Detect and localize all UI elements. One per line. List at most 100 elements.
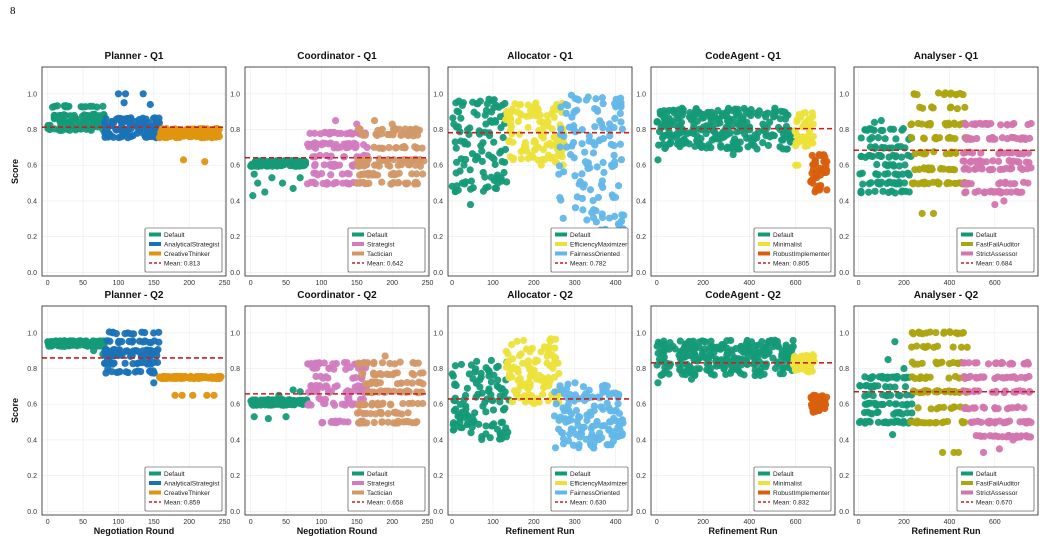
y-tick-label: 1.0 bbox=[27, 330, 37, 337]
x-tick-label: 250 bbox=[422, 280, 434, 287]
y-tick-label: 0.4 bbox=[839, 198, 849, 205]
data-point bbox=[179, 156, 188, 164]
data-point bbox=[865, 180, 873, 188]
legend-label: Mean: 0.630 bbox=[570, 500, 607, 507]
data-point bbox=[597, 181, 606, 189]
data-point bbox=[861, 153, 870, 161]
x-tick-label: 0 bbox=[655, 519, 659, 526]
data-point bbox=[994, 157, 1003, 165]
data-point bbox=[135, 337, 144, 345]
data-point bbox=[490, 138, 498, 146]
data-point bbox=[137, 352, 145, 361]
data-point bbox=[591, 104, 599, 113]
data-point bbox=[723, 337, 731, 345]
data-point bbox=[571, 172, 579, 180]
data-point bbox=[457, 114, 465, 122]
data-point bbox=[617, 98, 625, 107]
data-point bbox=[384, 130, 392, 139]
data-point bbox=[254, 179, 262, 187]
data-point bbox=[762, 360, 771, 368]
data-point bbox=[381, 352, 389, 360]
data-point bbox=[333, 161, 341, 170]
data-point bbox=[266, 401, 274, 409]
data-point bbox=[823, 393, 831, 401]
y-tick-label: 0.2 bbox=[839, 473, 849, 480]
y-tick-label: 0.0 bbox=[27, 270, 37, 277]
data-point bbox=[590, 433, 598, 441]
data-point bbox=[307, 401, 315, 409]
data-point bbox=[106, 337, 114, 345]
data-point bbox=[1002, 433, 1011, 441]
data-point bbox=[535, 371, 543, 379]
data-point bbox=[84, 341, 92, 349]
data-point bbox=[899, 419, 907, 427]
legend: Default EfficiencyMaximizer FairnessOrient… bbox=[550, 227, 629, 273]
data-point bbox=[599, 158, 607, 167]
data-point bbox=[521, 138, 529, 147]
data-point bbox=[146, 367, 154, 375]
y-tick-label: 0.0 bbox=[839, 509, 849, 516]
data-point bbox=[351, 383, 359, 391]
data-point bbox=[784, 111, 792, 119]
data-point bbox=[120, 99, 128, 107]
y-tick-label: 0.6 bbox=[636, 402, 646, 409]
data-point bbox=[873, 160, 881, 169]
data-point bbox=[370, 418, 378, 427]
data-point bbox=[115, 339, 123, 347]
panel-title: Coordinator - Q2 bbox=[297, 290, 377, 301]
data-point bbox=[45, 341, 53, 349]
data-point bbox=[394, 417, 402, 425]
data-point bbox=[516, 394, 524, 402]
data-point bbox=[353, 409, 362, 417]
data-point bbox=[566, 415, 574, 423]
data-point bbox=[551, 444, 560, 452]
data-point bbox=[269, 158, 277, 166]
data-point bbox=[310, 178, 318, 186]
data-point bbox=[986, 188, 994, 196]
data-point bbox=[874, 134, 882, 142]
data-point bbox=[687, 375, 696, 383]
data-point bbox=[515, 130, 524, 138]
data-point bbox=[353, 179, 361, 187]
data-point bbox=[678, 111, 686, 119]
data-point bbox=[498, 158, 506, 166]
data-point bbox=[575, 444, 583, 452]
data-point bbox=[592, 95, 600, 103]
data-point bbox=[399, 399, 407, 408]
data-point bbox=[65, 338, 73, 346]
x-tick-label: 100 bbox=[316, 280, 328, 287]
data-point bbox=[365, 169, 373, 177]
data-point bbox=[966, 372, 974, 381]
data-point bbox=[892, 135, 900, 143]
data-point bbox=[1023, 433, 1031, 441]
x-tick-label: 200 bbox=[697, 280, 709, 287]
data-point bbox=[945, 360, 953, 368]
data-point bbox=[864, 188, 873, 196]
data-point bbox=[359, 359, 367, 367]
data-point bbox=[578, 126, 586, 134]
legend-swatch bbox=[555, 490, 567, 495]
data-point bbox=[798, 352, 806, 360]
data-point bbox=[370, 370, 378, 378]
panel-title: Planner - Q2 bbox=[105, 290, 164, 301]
data-point bbox=[788, 346, 796, 354]
data-point bbox=[953, 105, 961, 113]
data-point bbox=[180, 128, 188, 137]
data-point bbox=[358, 370, 366, 378]
data-point bbox=[589, 196, 597, 205]
y-tick-label: 1.0 bbox=[27, 91, 37, 98]
data-point bbox=[874, 151, 882, 160]
data-point bbox=[338, 170, 346, 178]
data-point bbox=[516, 374, 524, 383]
data-point bbox=[809, 139, 817, 147]
data-point bbox=[557, 196, 565, 204]
data-point bbox=[282, 413, 290, 421]
data-point bbox=[289, 386, 297, 394]
data-point bbox=[751, 131, 759, 139]
data-point bbox=[559, 214, 567, 222]
legend-label: Default bbox=[164, 471, 185, 478]
data-point bbox=[145, 338, 154, 347]
data-point bbox=[857, 134, 865, 142]
chart-panel: 0.0 0.2 0.4 0.6 0.8 1.0 0 50 100 150 200 250 Planner… bbox=[10, 51, 231, 287]
data-point bbox=[142, 133, 150, 141]
